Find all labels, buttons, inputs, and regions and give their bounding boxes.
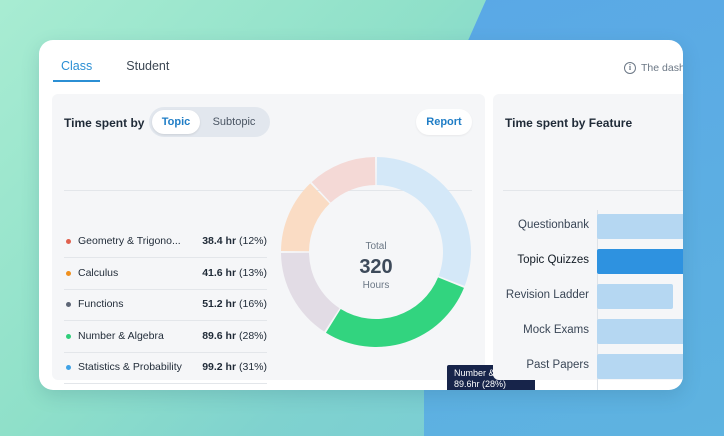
tab-student[interactable]: Student bbox=[126, 59, 170, 73]
legend-value: 38.4 hr (12%) bbox=[202, 235, 267, 247]
legend-value: 51.2 hr (16%) bbox=[202, 298, 267, 311]
feature-bar[interactable] bbox=[597, 319, 683, 344]
legend-name: Number & Algebra bbox=[78, 329, 164, 342]
report-button[interactable]: Report bbox=[416, 109, 472, 135]
topic-donut-chart: Total 320 Hours bbox=[281, 157, 471, 347]
legend-value: 41.6 hr (13%) bbox=[202, 266, 267, 279]
legend-value: 99.2 hr (31%) bbox=[202, 361, 267, 374]
legend-name: Statistics & Probability bbox=[78, 361, 182, 374]
feature-label: Topic Quizzes bbox=[517, 254, 589, 266]
legend-dot-icon bbox=[66, 302, 71, 308]
donut-total-label: Total bbox=[365, 241, 386, 252]
legend-name: Calculus bbox=[78, 266, 119, 279]
info-icon: i bbox=[624, 62, 636, 74]
legend-row: Calculus 41.6 hr (13%) bbox=[64, 258, 267, 290]
feature-bar-chart: Questionbank Topic Quizzes Revision Ladder… bbox=[493, 94, 683, 390]
feature-bar[interactable] bbox=[597, 354, 683, 379]
hint-text: The dasht bbox=[641, 62, 683, 74]
legend-dot-icon bbox=[66, 365, 71, 371]
time-by-feature-panel: Time spent by Feature Questionbank Topic … bbox=[493, 94, 683, 390]
divider bbox=[503, 190, 683, 191]
divider bbox=[64, 190, 472, 191]
time-by-topic-panel: Time spent by Topic Subtopic Report Geom… bbox=[52, 94, 535, 390]
legend-name: Functions bbox=[78, 298, 124, 311]
feature-label: Revision Ladder bbox=[505, 289, 589, 301]
panel-title-feature: Time spent by Feature bbox=[505, 116, 633, 130]
legend-row: Number & Algebra 89.6 hr (28%) bbox=[64, 321, 267, 353]
legend-name: Geometry & Trigono... bbox=[78, 235, 181, 247]
legend-row: Statistics & Probability 99.2 hr (31%) bbox=[64, 352, 267, 385]
legend-row: Functions 51.2 hr (16%) bbox=[64, 289, 267, 322]
legend-dot-icon bbox=[66, 270, 71, 276]
legend-dot-icon bbox=[66, 333, 71, 339]
donut-segment[interactable] bbox=[376, 157, 471, 287]
donut-unit: Hours bbox=[363, 280, 390, 291]
dashboard-hint: i The dasht bbox=[624, 62, 683, 74]
legend-dot-icon bbox=[66, 239, 71, 244]
toggle-subtopic[interactable]: Subtopic bbox=[212, 116, 256, 128]
panel-title: Time spent by bbox=[64, 116, 145, 130]
donut-segment[interactable] bbox=[311, 157, 376, 203]
feature-label: Questionbank bbox=[518, 219, 589, 231]
feature-bar[interactable] bbox=[597, 214, 683, 239]
donut-segment[interactable] bbox=[281, 252, 340, 332]
view-tabs: Class Student bbox=[53, 52, 195, 82]
feature-label: Past Papers bbox=[526, 359, 589, 371]
legend-value: 89.6 hr (28%) bbox=[202, 329, 267, 342]
donut-segment[interactable] bbox=[281, 183, 330, 252]
feature-bar[interactable] bbox=[597, 249, 683, 274]
donut-total-value: 320 bbox=[359, 256, 392, 278]
dashboard-card: Class Student i The dasht Time spent by … bbox=[39, 40, 683, 390]
tab-class[interactable]: Class bbox=[53, 52, 101, 82]
feature-label: Mock Exams bbox=[523, 324, 589, 336]
feature-bar[interactable] bbox=[597, 284, 673, 309]
toggle-topic[interactable]: Topic bbox=[152, 110, 200, 134]
topic-subtopic-toggle: Topic Subtopic bbox=[149, 107, 270, 137]
tooltip-detail: 89.6hr (28%) bbox=[454, 379, 507, 389]
tooltip-title: Number & Algebra bbox=[454, 368, 528, 378]
legend-row: Geometry & Trigono... 38.4 hr (12%) bbox=[64, 226, 267, 258]
donut-segment[interactable] bbox=[325, 277, 464, 347]
